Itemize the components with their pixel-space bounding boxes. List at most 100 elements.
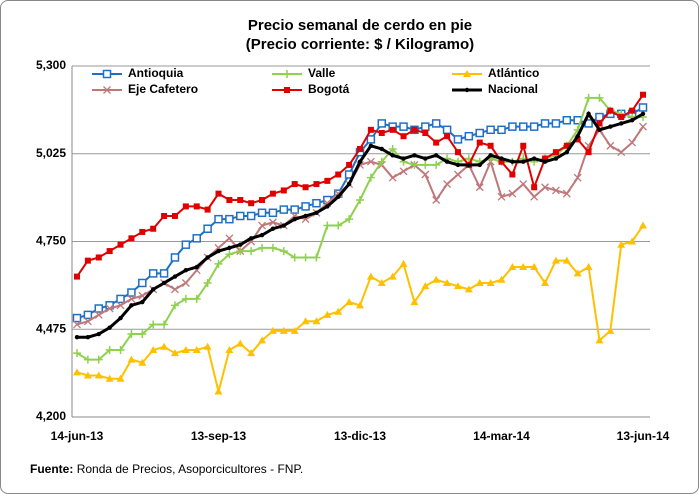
marker (314, 210, 319, 215)
y-tick-label: 4,200 (36, 409, 66, 423)
marker (530, 263, 539, 271)
marker (584, 93, 593, 102)
marker (463, 70, 471, 77)
marker (324, 177, 331, 184)
series-line (76, 96, 643, 361)
marker (454, 170, 462, 179)
marker (257, 208, 267, 218)
marker (562, 115, 572, 125)
marker (628, 138, 637, 147)
marker (268, 326, 277, 334)
marker (608, 124, 613, 129)
source: Fuente: Ronda de Precios, Asoporcicultor… (30, 462, 303, 476)
marker (607, 107, 614, 114)
marker (259, 232, 265, 238)
legend-item: Antioquia (92, 66, 184, 80)
marker (562, 189, 571, 198)
marker (247, 247, 256, 256)
marker (443, 278, 452, 286)
marker (443, 180, 452, 189)
marker (279, 326, 288, 334)
marker (74, 273, 80, 280)
marker (106, 248, 113, 255)
marker (116, 294, 125, 304)
marker (368, 143, 374, 148)
marker (432, 160, 441, 169)
marker (127, 294, 136, 303)
marker (586, 111, 591, 117)
marker (303, 213, 308, 219)
marker (269, 190, 276, 197)
marker (291, 181, 298, 188)
marker (399, 259, 408, 267)
legend-item: Nacional (452, 82, 538, 96)
marker (377, 119, 387, 128)
marker (366, 135, 376, 144)
marker (181, 294, 190, 303)
marker (105, 345, 114, 354)
marker (617, 148, 626, 157)
marker (128, 235, 135, 242)
marker (573, 173, 582, 182)
marker (336, 194, 341, 200)
marker (390, 153, 395, 158)
marker (367, 126, 374, 133)
marker (102, 69, 112, 79)
marker (83, 317, 92, 326)
marker (94, 304, 104, 313)
marker (258, 243, 267, 252)
marker (312, 253, 321, 262)
marker (433, 139, 440, 146)
marker (422, 130, 429, 137)
marker (94, 371, 103, 379)
marker (486, 125, 495, 135)
marker (475, 183, 484, 192)
marker (225, 234, 234, 243)
marker (508, 189, 517, 198)
x-tick-label: 14-mar-14 (473, 429, 530, 443)
marker (542, 159, 548, 164)
marker (335, 171, 342, 178)
marker (510, 159, 515, 164)
marker (486, 278, 495, 286)
marker (149, 345, 158, 353)
marker (595, 93, 604, 102)
legend-item: Atlántico (452, 66, 539, 80)
marker (127, 355, 136, 363)
marker (595, 336, 604, 344)
marker (412, 153, 417, 158)
marker (161, 280, 167, 286)
marker (508, 263, 517, 271)
marker (73, 349, 81, 358)
marker (454, 149, 461, 156)
marker (345, 215, 354, 224)
legend-label: Nacional (488, 82, 538, 96)
marker (531, 156, 537, 161)
marker (638, 103, 648, 112)
marker (236, 247, 245, 256)
marker (283, 70, 291, 78)
marker (292, 216, 297, 222)
series (73, 221, 647, 395)
marker (585, 149, 592, 156)
marker (357, 145, 363, 152)
marker (410, 160, 419, 169)
marker (453, 282, 462, 290)
marker (204, 206, 211, 213)
marker (464, 285, 473, 293)
marker (540, 119, 550, 128)
marker (139, 228, 146, 235)
marker (172, 274, 178, 279)
marker (258, 221, 266, 230)
marker (129, 303, 134, 308)
marker (562, 256, 571, 264)
x-tick-label: 14-jun-13 (51, 429, 104, 443)
marker (205, 255, 210, 260)
marker (541, 278, 550, 286)
marker (639, 122, 647, 131)
marker (96, 331, 101, 337)
marker (170, 253, 180, 262)
marker (301, 202, 310, 211)
marker (192, 234, 201, 243)
marker (192, 345, 201, 353)
